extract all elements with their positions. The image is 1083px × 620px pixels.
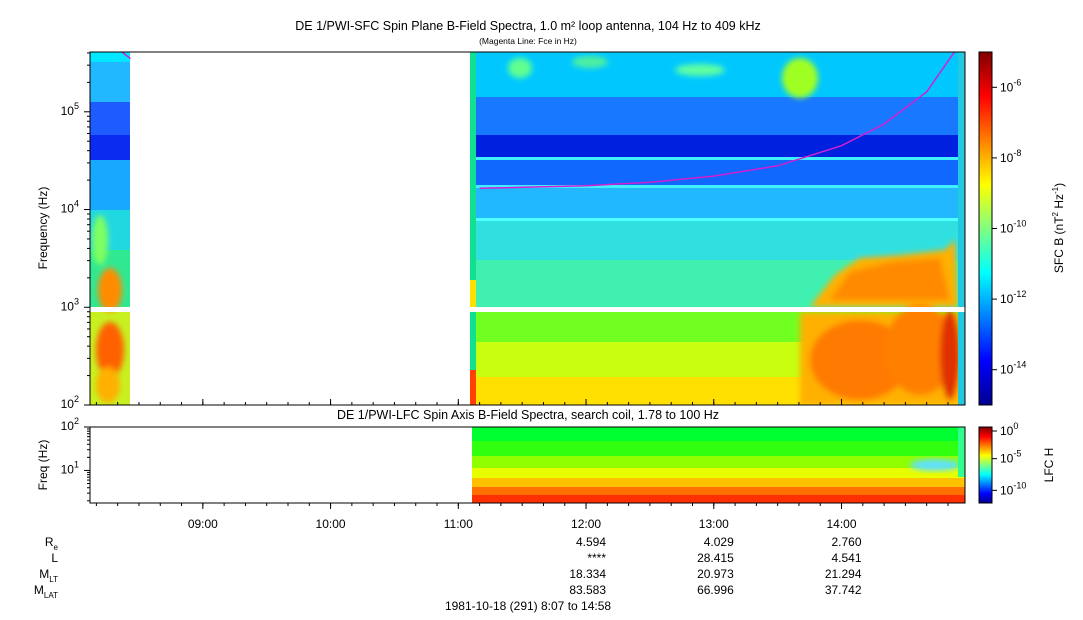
ephemeris-value: 18.334 xyxy=(569,567,606,581)
bottom-spectrogram xyxy=(472,427,965,503)
x-tick-label: 14:00 xyxy=(827,517,857,531)
top-band-gap xyxy=(90,307,965,312)
ephemeris-row-label: Re xyxy=(45,535,59,552)
bottom-colorbar-tick-label: 10-5 xyxy=(1000,449,1021,466)
top-panel-title: DE 1/PWI-SFC Spin Plane B-Field Spectra,… xyxy=(295,19,761,33)
top-y-tick-label: 103 xyxy=(61,296,79,313)
top-segment-1 xyxy=(90,52,130,405)
top-colorbar-tick-label: 10-14 xyxy=(1000,360,1026,377)
x-tick-label: 10:00 xyxy=(316,517,346,531)
ephemeris-value: 66.996 xyxy=(697,583,734,597)
x-tick-label: 09:00 xyxy=(188,517,218,531)
top-colorbar-tick-label: 10-10 xyxy=(1000,219,1026,236)
x-tick-label: 13:00 xyxy=(699,517,729,531)
ephemeris-value: 28.415 xyxy=(697,551,734,565)
bottom-panel-title: DE 1/PWI-LFC Spin Axis B-Field Spectra, … xyxy=(337,408,719,422)
ephemeris-value: 83.583 xyxy=(569,583,606,597)
bottom-y-axis: 102 101 xyxy=(61,416,90,502)
x-tick-label: 12:00 xyxy=(571,517,601,531)
x-axis: 09:00 10:00 11:00 12:00 13:00 14:00 xyxy=(95,399,949,531)
ephemeris-value: 4.029 xyxy=(704,535,734,549)
top-colorbar-tick-label: 10-6 xyxy=(1000,77,1021,94)
x-axis-label: 1981-10-18 (291) 8:07 to 14:58 xyxy=(445,599,611,613)
top-y-axis: 102 103 104 105 xyxy=(61,52,90,411)
top-y-tick-label: 102 xyxy=(61,394,79,411)
ephemeris-value: 20.973 xyxy=(697,567,734,581)
top-segment-2 xyxy=(470,52,965,405)
top-colorbar-label: SFC B (nT2 Hz-1) xyxy=(1051,183,1066,273)
top-y-tick-label: 105 xyxy=(61,101,79,118)
ephemeris-row-label: MLAT xyxy=(34,583,58,600)
top-plot-frame xyxy=(89,51,966,406)
top-colorbar-tick-label: 10-8 xyxy=(1000,148,1021,165)
ephemeris-row-label: L xyxy=(51,551,58,565)
bottom-plot-frame xyxy=(89,426,966,504)
top-y-tick-label: 104 xyxy=(61,199,79,216)
fce-line-start xyxy=(121,52,131,60)
ephemeris-row-label: MLT xyxy=(39,567,58,584)
ephemeris-value: 2.760 xyxy=(831,535,861,549)
top-panel-subtitle: (Magenta Line: Fce in Hz) xyxy=(479,36,577,46)
bottom-colorbar-tick-label: 100 xyxy=(1000,421,1018,438)
bottom-y-tick-label: 102 xyxy=(61,416,79,433)
ephemeris-value: 4.594 xyxy=(576,535,606,549)
top-y-label: Frequency (Hz) xyxy=(36,187,50,270)
fce-line xyxy=(479,52,956,190)
bottom-y-label: Freq (Hz) xyxy=(36,440,50,491)
ephemeris-value: 37.742 xyxy=(825,583,862,597)
bottom-colorbar-label: LFC H xyxy=(1042,448,1056,483)
top-colorbar-tick-label: 10-12 xyxy=(1000,289,1026,306)
ephemeris-value: 4.541 xyxy=(831,551,861,565)
bottom-y-tick-label: 101 xyxy=(61,459,79,476)
ephemeris-value: **** xyxy=(587,551,606,565)
top-colorbar: 10-6 10-8 10-10 10-12 10-14 SFC B (nT2 Hz-1) xyxy=(978,51,1066,406)
top-data-gap xyxy=(130,52,470,405)
x-tick-label: 11:00 xyxy=(444,517,473,531)
top-spectrogram xyxy=(90,52,965,405)
bottom-colorbar-tick-label: 10-10 xyxy=(1000,480,1026,497)
ephemeris-table: Re 4.594 4.029 2.760 L **** 28.415 4.541 MLT 18.3… xyxy=(34,535,862,600)
ephemeris-value: 21.294 xyxy=(825,567,862,581)
bottom-colorbar: 100 10-5 10-10 LFC H xyxy=(978,421,1056,504)
